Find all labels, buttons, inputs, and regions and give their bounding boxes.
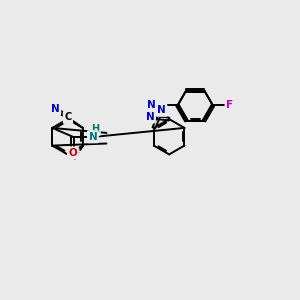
Text: N: N [147, 100, 155, 110]
Text: N: N [51, 104, 60, 114]
Text: H: H [91, 124, 99, 134]
Text: F: F [73, 152, 80, 162]
Text: C: C [64, 112, 71, 122]
Text: O: O [68, 148, 77, 158]
Text: N: N [157, 105, 166, 115]
Text: F: F [226, 100, 233, 110]
Text: N: N [146, 112, 154, 122]
Text: N: N [88, 132, 97, 142]
